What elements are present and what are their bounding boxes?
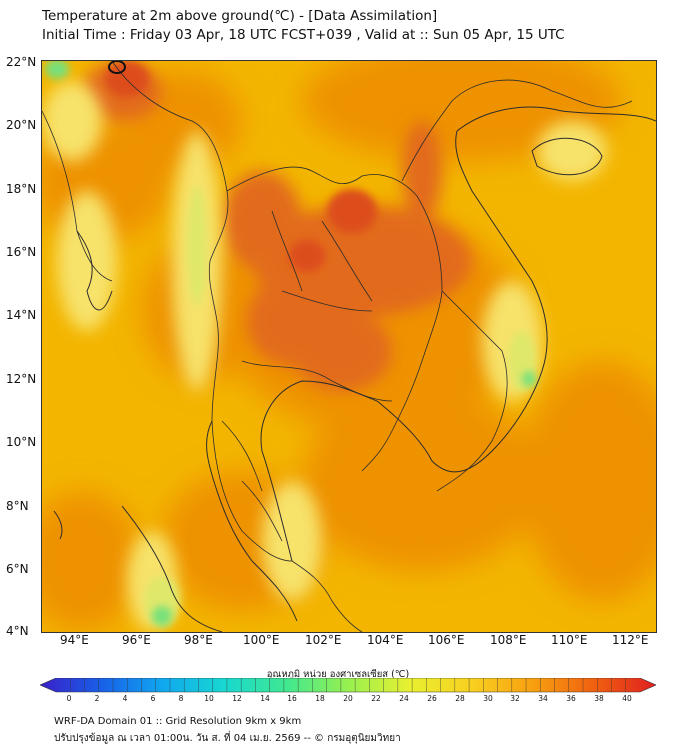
lon-label-94e: 94°E — [60, 633, 89, 647]
colorbar-tick-16: 16 — [287, 694, 297, 703]
colorbar-tick-34: 34 — [538, 694, 548, 703]
colorbar-tick-20: 20 — [343, 694, 353, 703]
lat-label-18n: 18°N — [6, 182, 37, 196]
colorbar-tick-2: 2 — [94, 694, 100, 703]
colorbar-minor-ticks — [70, 678, 626, 692]
lat-label-22n: 22°N — [6, 55, 37, 69]
colorbar-tick-22: 22 — [371, 694, 381, 703]
lon-label-104e: 104°E — [367, 633, 404, 647]
colorbar-tick-12: 12 — [232, 694, 242, 703]
colorbar-tick-10: 10 — [204, 694, 214, 703]
colorbar-tick-32: 32 — [510, 694, 520, 703]
colorbar-tick-40: 40 — [622, 694, 632, 703]
colorbar-tick-0: 0 — [66, 694, 72, 703]
hot-contour — [108, 61, 126, 74]
lon-label-102e: 102°E — [305, 633, 342, 647]
country-borders — [42, 61, 633, 632]
lon-label-96e: 96°E — [122, 633, 151, 647]
lon-label-110e: 110°E — [551, 633, 588, 647]
hot-areas — [82, 61, 472, 391]
lon-label-98e: 98°E — [184, 633, 213, 647]
lat-label-20n: 20°N — [6, 118, 37, 132]
chart-title: Temperature at 2m above ground(℃) - [Dat… — [42, 8, 438, 24]
colorbar-tick-14: 14 — [260, 694, 270, 703]
hottest-areas — [105, 61, 377, 272]
coastlines — [53, 106, 656, 632]
colorbar-tick-28: 28 — [455, 694, 465, 703]
chart-subtitle: Initial Time : Friday 03 Apr, 18 UTC FCS… — [42, 27, 565, 43]
colorbar-tick-30: 30 — [483, 694, 493, 703]
colorbar-gradient — [40, 678, 656, 693]
cold-areas — [45, 61, 536, 626]
lat-label-4n: 4°N — [6, 624, 29, 638]
colorbar-title: อุณหภูมิ หน่วย องศาเซลเซียส (℃) — [266, 669, 410, 680]
colorbar-tick-38: 38 — [594, 694, 604, 703]
lon-label-100e: 100°E — [243, 633, 280, 647]
colorbar-tick-4: 4 — [122, 694, 128, 703]
lat-label-14n: 14°N — [6, 308, 37, 322]
colorbar-tick-6: 6 — [150, 694, 156, 703]
lat-label-10n: 10°N — [6, 435, 37, 449]
footer-domain-info: WRF-DA Domain 01 :: Grid Resolution 9km … — [54, 716, 302, 727]
colorbar-tick-26: 26 — [427, 694, 437, 703]
lon-label-112e: 112°E — [612, 633, 649, 647]
colorbar-tick-36: 36 — [566, 694, 576, 703]
footer-update-info: ปรับปรุงข้อมูล ณ เวลา 01:00น. วัน ส. ที่… — [54, 733, 401, 744]
lat-label-6n: 6°N — [6, 562, 29, 576]
colorbar — [40, 678, 656, 693]
temperature-map — [41, 60, 657, 633]
colorbar-tick-24: 24 — [399, 694, 409, 703]
lat-label-12n: 12°N — [6, 372, 37, 386]
lat-label-8n: 8°N — [6, 499, 29, 513]
colorbar-tick-8: 8 — [178, 694, 184, 703]
lon-label-108e: 108°E — [490, 633, 527, 647]
lat-label-16n: 16°N — [6, 245, 37, 259]
lon-label-106e: 106°E — [428, 633, 465, 647]
colorbar-tick-18: 18 — [315, 694, 325, 703]
